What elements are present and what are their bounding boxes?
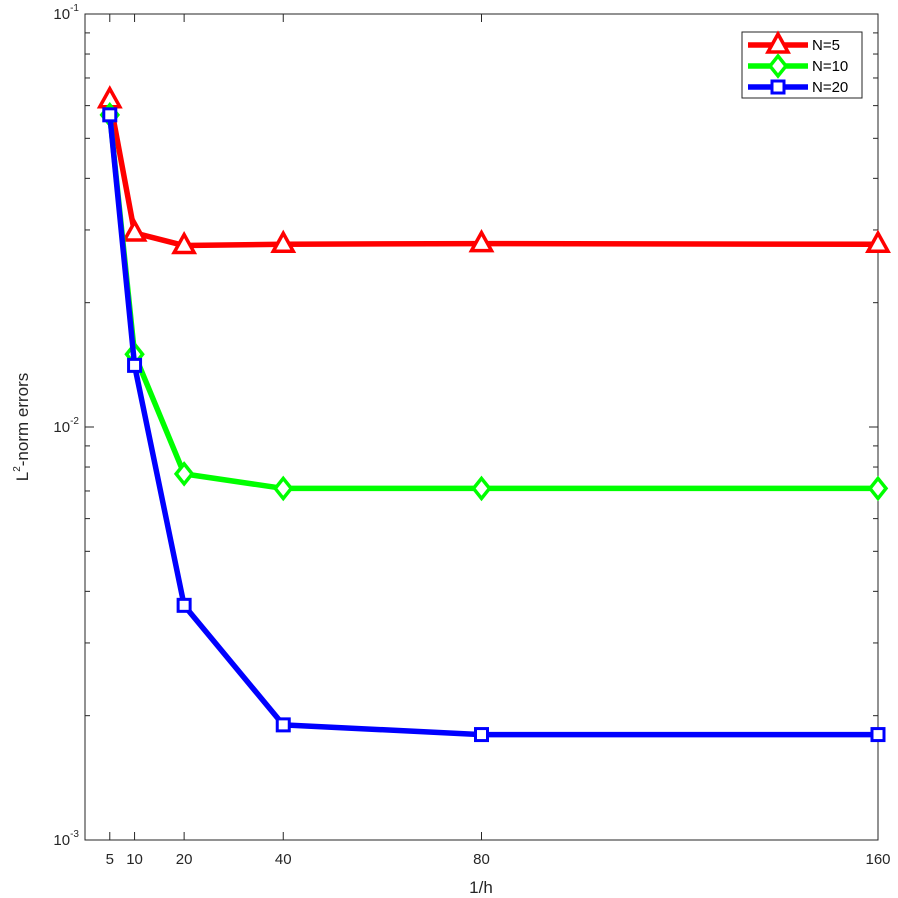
plot-area bbox=[84, 13, 879, 841]
data-point-marker bbox=[275, 717, 291, 733]
x-tick-label: 20 bbox=[176, 851, 193, 868]
series-N=5 bbox=[96, 85, 891, 255]
y-tick-exponent: -1 bbox=[70, 3, 79, 14]
x-axis-label: 1/h bbox=[469, 878, 493, 897]
y-axis-label: L2-norm errors bbox=[12, 373, 32, 482]
series-line bbox=[107, 114, 878, 738]
data-point-marker bbox=[273, 475, 294, 502]
x-tick-label: 80 bbox=[473, 851, 490, 868]
x-tick-label: 40 bbox=[275, 851, 292, 868]
legend-label: N=5 bbox=[812, 37, 840, 54]
series-layer bbox=[96, 85, 891, 743]
y-axis-label-sup: 2 bbox=[12, 466, 23, 472]
data-point-marker bbox=[121, 218, 148, 242]
data-point-marker bbox=[468, 229, 495, 253]
data-point-marker bbox=[102, 107, 118, 123]
data-point-marker bbox=[171, 230, 198, 255]
legend-marker bbox=[767, 53, 789, 79]
legend-marker bbox=[770, 79, 786, 95]
y-axis-label-rest: -norm errors bbox=[13, 373, 32, 467]
data-point-marker bbox=[127, 357, 143, 373]
y-tick-exponent: -3 bbox=[70, 829, 79, 840]
series-line bbox=[107, 99, 879, 249]
y-tick-base: 10 bbox=[53, 832, 70, 849]
legend-marker bbox=[765, 30, 791, 54]
data-point-marker bbox=[865, 229, 891, 254]
y-tick-base: 10 bbox=[53, 6, 70, 23]
data-point-marker bbox=[471, 475, 492, 502]
axis-ticks bbox=[85, 13, 879, 841]
y-tick-label: 10-2 bbox=[53, 416, 79, 436]
data-point-marker bbox=[867, 475, 889, 502]
x-tick-label: 5 bbox=[106, 851, 114, 868]
x-tick-label: 160 bbox=[865, 851, 890, 868]
data-point-marker bbox=[270, 229, 297, 254]
y-tick-base: 10 bbox=[53, 419, 70, 436]
x-tick-label: 10 bbox=[126, 851, 143, 868]
legend-label: N=20 bbox=[812, 79, 848, 96]
series-N=20 bbox=[102, 107, 886, 743]
data-point-marker bbox=[474, 727, 489, 743]
y-axis-label-base: L bbox=[13, 472, 32, 481]
y-tick-label: 10-1 bbox=[53, 3, 79, 23]
y-tick-exponent: -2 bbox=[70, 416, 79, 427]
legend: N=5 N=10 N=20 bbox=[741, 30, 863, 99]
legend-label: N=10 bbox=[812, 58, 848, 75]
y-tick-label: 10-3 bbox=[53, 829, 79, 849]
data-point-marker bbox=[173, 461, 195, 487]
data-point-marker bbox=[176, 597, 192, 613]
data-point-marker bbox=[870, 727, 886, 743]
